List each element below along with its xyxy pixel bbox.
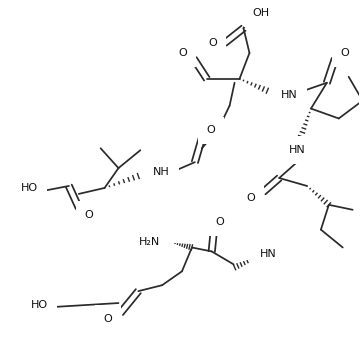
Text: O: O [207, 125, 216, 135]
Text: O: O [178, 48, 187, 58]
Text: O: O [85, 210, 94, 220]
Text: HO: HO [21, 183, 39, 193]
Text: HN: HN [260, 249, 276, 260]
Text: HN: HN [289, 145, 306, 155]
Text: H₂N: H₂N [139, 236, 160, 247]
Text: NH: NH [153, 167, 170, 177]
Text: O: O [247, 193, 255, 203]
Text: OH: OH [252, 8, 270, 18]
Text: O: O [104, 314, 113, 324]
Text: O: O [208, 38, 217, 48]
Text: O: O [215, 217, 224, 227]
Text: O: O [341, 48, 350, 58]
Text: HN: HN [281, 90, 298, 100]
Text: HO: HO [31, 300, 48, 310]
